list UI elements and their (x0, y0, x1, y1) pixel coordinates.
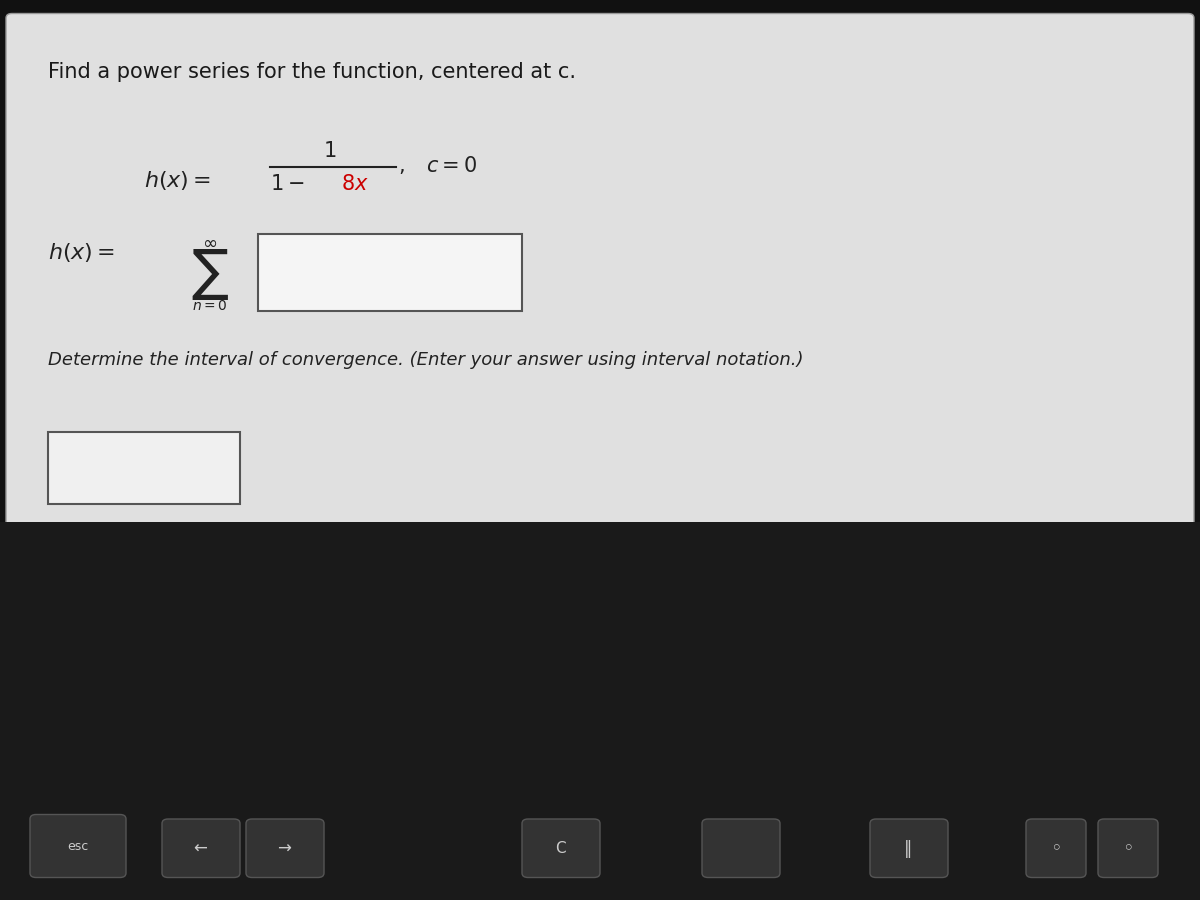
FancyBboxPatch shape (1098, 819, 1158, 878)
FancyBboxPatch shape (30, 814, 126, 878)
Text: ◦: ◦ (1122, 839, 1134, 859)
FancyBboxPatch shape (162, 819, 240, 878)
FancyBboxPatch shape (246, 819, 324, 878)
FancyBboxPatch shape (6, 14, 1194, 526)
Text: $h(x) = $: $h(x) = $ (48, 240, 115, 264)
FancyBboxPatch shape (48, 432, 240, 504)
Text: esc: esc (67, 840, 89, 852)
FancyBboxPatch shape (258, 234, 522, 310)
FancyBboxPatch shape (522, 819, 600, 878)
FancyBboxPatch shape (1026, 819, 1086, 878)
Text: $h(x) =$: $h(x) =$ (144, 168, 211, 192)
Text: ←: ← (193, 840, 208, 858)
Text: ,: , (398, 157, 406, 176)
Text: $8x$: $8x$ (341, 175, 368, 194)
Text: →: → (277, 840, 292, 858)
FancyBboxPatch shape (702, 819, 780, 878)
Bar (0, 522, 1200, 900)
Text: Determine the interval of convergence. (Enter your answer using interval notatio: Determine the interval of convergence. (… (48, 351, 804, 369)
FancyBboxPatch shape (870, 819, 948, 878)
Text: $\sum$: $\sum$ (191, 247, 229, 302)
Text: C: C (556, 842, 565, 856)
Text: $1 - $: $1 - $ (270, 175, 305, 194)
Text: $c = 0$: $c = 0$ (426, 157, 476, 176)
Text: ‖: ‖ (905, 840, 912, 858)
Text: Find a power series for the function, centered at c.: Find a power series for the function, ce… (48, 62, 576, 82)
Text: $n = 0$: $n = 0$ (192, 299, 228, 313)
Text: $1$: $1$ (323, 141, 337, 161)
Text: $\infty$: $\infty$ (203, 234, 217, 252)
Text: ◦: ◦ (1050, 839, 1062, 859)
